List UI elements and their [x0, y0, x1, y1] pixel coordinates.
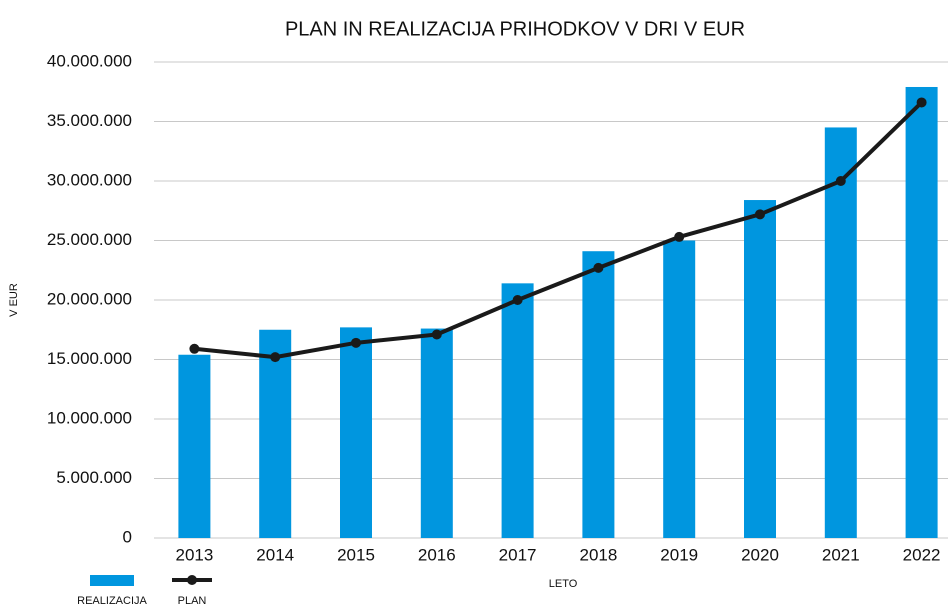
bar	[501, 283, 534, 538]
x-tick-label: 2016	[418, 545, 456, 564]
y-tick-label: 30.000.000	[47, 170, 132, 189]
plan-marker	[593, 262, 604, 273]
bar	[582, 251, 615, 538]
x-tick-label: 2013	[175, 545, 213, 564]
x-tick-label: 2022	[903, 545, 941, 564]
plan-marker	[674, 231, 685, 242]
y-tick-label: 35.000.000	[47, 111, 132, 130]
y-tick-label: 15.000.000	[47, 349, 132, 368]
legend-swatch	[90, 575, 134, 586]
x-tick-label: 2017	[499, 545, 537, 564]
bar	[663, 240, 696, 538]
y-tick-label: 20.000.000	[47, 289, 132, 308]
plan-line	[194, 101, 923, 360]
bar	[824, 127, 857, 538]
plan-marker	[351, 337, 361, 348]
bar	[340, 327, 372, 538]
x-tick-label: 2019	[660, 545, 698, 564]
legend-label: PLAN	[178, 595, 207, 607]
x-tick-label: 2015	[337, 545, 375, 564]
bar	[744, 200, 776, 539]
plan-marker	[835, 176, 846, 186]
x-tick-label: 2020	[741, 545, 779, 564]
y-tick-label: 10.000.000	[47, 408, 132, 427]
y-tick-label: 40.000.000	[47, 51, 132, 70]
legend-label: REALIZACIJA	[77, 595, 147, 607]
bar	[178, 354, 211, 538]
plan-marker	[512, 295, 523, 305]
y-axis-label: V EUR	[8, 283, 20, 317]
bar	[905, 86, 938, 539]
legend-swatch	[187, 575, 197, 585]
x-axis-label: LETO	[549, 578, 578, 590]
y-tick-label: 5.000.000	[56, 468, 132, 487]
plan-marker	[270, 352, 281, 363]
x-tick-label: 2021	[822, 545, 860, 564]
bar	[259, 329, 292, 538]
plan-marker	[755, 209, 765, 220]
y-tick-label: 25.000.000	[47, 230, 132, 249]
bar	[420, 328, 453, 538]
plan-marker	[431, 329, 442, 340]
plan-marker	[189, 343, 200, 354]
chart-title: PLAN IN REALIZACIJA PRIHODKOV V DRI V EU…	[285, 18, 745, 40]
y-tick-label: 0	[123, 527, 132, 546]
x-tick-label: 2014	[256, 545, 294, 564]
x-tick-label: 2018	[579, 545, 617, 564]
plan-marker	[916, 97, 927, 108]
